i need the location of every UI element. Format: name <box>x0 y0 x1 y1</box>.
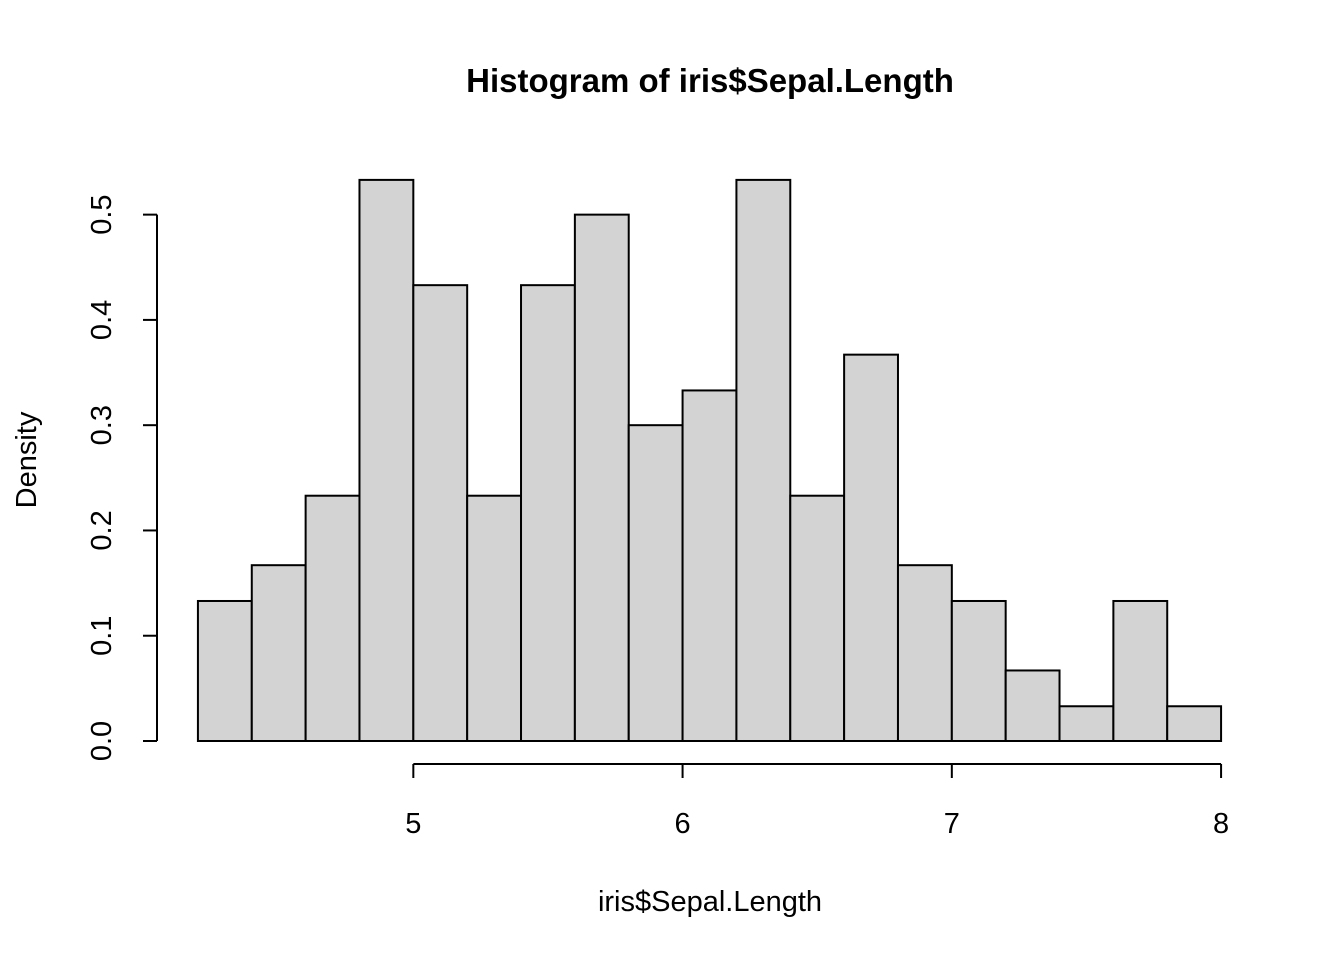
x-axis-label: iris$Sepal.Length <box>598 886 822 918</box>
x-tick-label: 5 <box>405 808 421 840</box>
bar <box>250 564 307 742</box>
y-tick-label: 0.3 <box>86 405 118 445</box>
bar <box>573 213 630 743</box>
y-axis-label: Density <box>11 411 43 508</box>
bar <box>896 564 953 742</box>
bar <box>789 494 846 742</box>
y-tick-label: 0.5 <box>86 194 118 234</box>
x-tick-label: 6 <box>675 808 691 840</box>
y-tick-label: 0.0 <box>86 721 118 761</box>
y-tick-label: 0.1 <box>86 616 118 656</box>
bar <box>1166 705 1223 743</box>
bar <box>1112 599 1169 742</box>
x-tick-label: 7 <box>944 808 960 840</box>
x-tick-label: 8 <box>1213 808 1229 840</box>
y-tick-label: 0.4 <box>86 300 118 340</box>
bar <box>412 284 469 742</box>
y-tick-label: 0.2 <box>86 510 118 550</box>
bar <box>950 599 1007 742</box>
bar <box>466 494 523 742</box>
bar <box>358 178 415 742</box>
bar <box>681 389 738 742</box>
bar <box>1004 669 1061 743</box>
bar <box>520 284 576 742</box>
chart-title: Histogram of iris$Sepal.Length <box>466 62 954 99</box>
bar <box>735 178 792 742</box>
bar <box>304 494 361 742</box>
bar <box>843 353 899 742</box>
bar <box>627 424 684 742</box>
bar <box>1058 705 1115 743</box>
bar <box>196 599 253 742</box>
